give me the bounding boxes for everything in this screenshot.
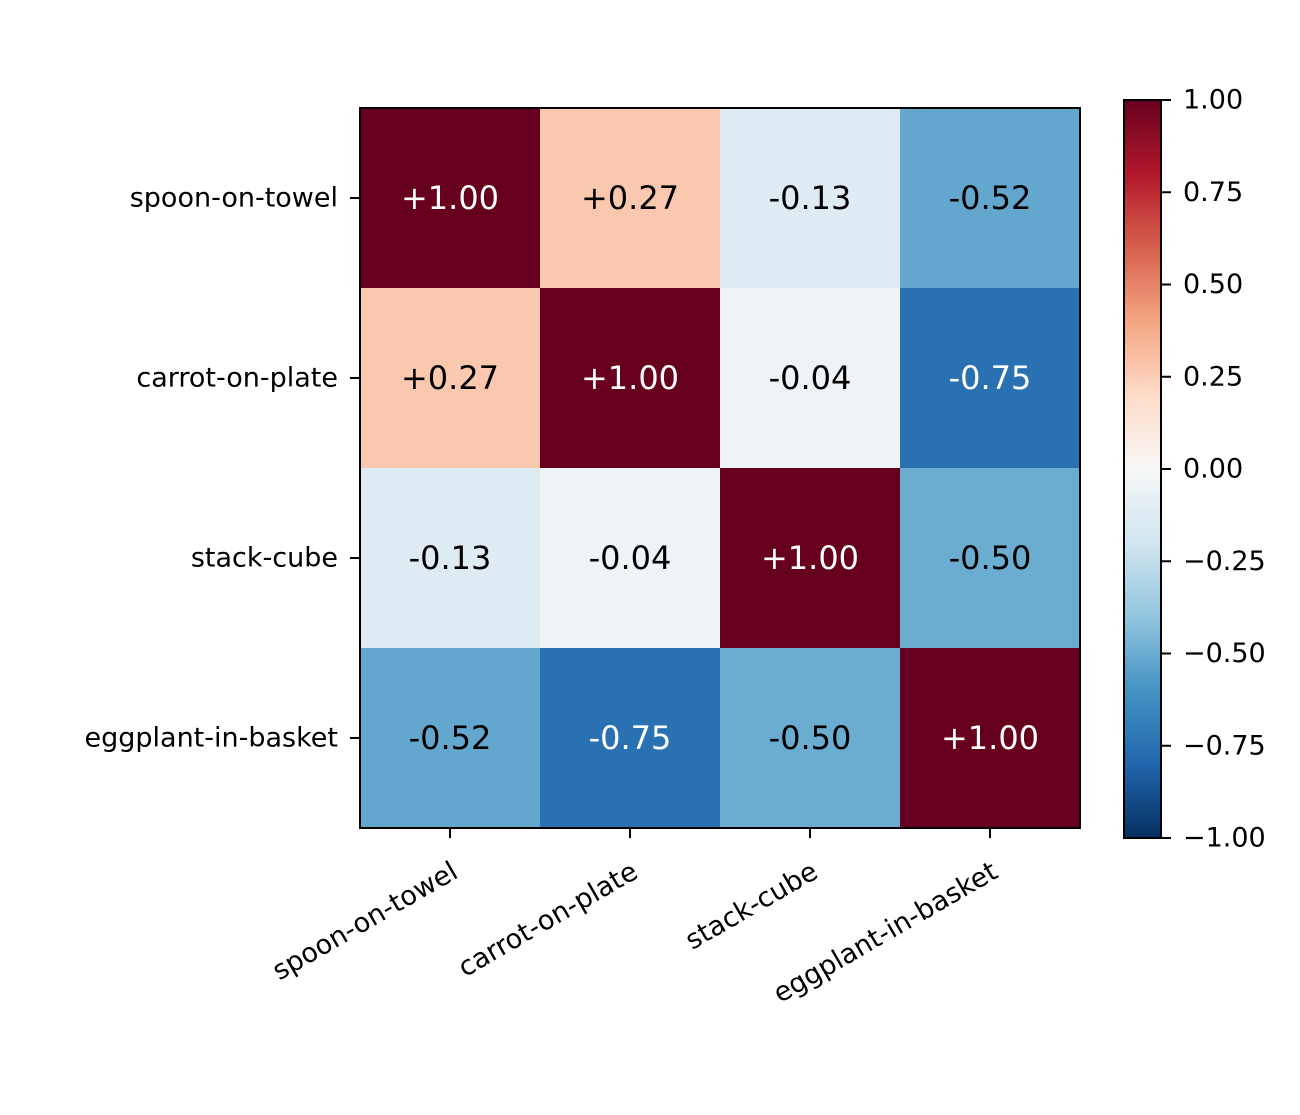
- y-tick-label: stack-cube: [191, 543, 338, 574]
- cell-value-label: +0.27: [401, 359, 499, 397]
- cell-value-label: -0.75: [589, 719, 672, 757]
- cell-value-label: -0.50: [949, 539, 1032, 577]
- heatmap-cell: [900, 468, 1081, 649]
- plot-frame: [359, 107, 1081, 829]
- colorbar-tick-label: −0.75: [1183, 730, 1266, 761]
- cell-value-label: -0.04: [589, 539, 672, 577]
- y-tick-label: spoon-on-towel: [130, 183, 338, 214]
- heatmap-cell: [540, 288, 721, 469]
- heatmap-cell: [360, 648, 541, 829]
- y-tick-label: carrot-on-plate: [136, 363, 338, 394]
- cell-value-label: +1.00: [761, 539, 859, 577]
- y-tick-label: eggplant-in-basket: [85, 723, 339, 754]
- x-tick-label: spoon-on-towel: [267, 856, 463, 987]
- colorbar-tick-label: −1.00: [1183, 823, 1266, 854]
- heatmap-cell: [720, 108, 901, 289]
- colorbar-tick-label: 0.00: [1183, 454, 1243, 485]
- heatmap-cells: [360, 108, 1081, 829]
- heatmap-cell: [360, 468, 541, 649]
- x-tick-label: carrot-on-plate: [453, 856, 643, 984]
- heatmap-cell: [540, 468, 721, 649]
- heatmap-cell: [720, 288, 901, 469]
- heatmap-cell-labels: +1.00 +0.27 -0.13 -0.52 +0.27 +1.00 -0.04 -0.75…: [401, 179, 1039, 757]
- cell-value-label: -0.52: [409, 719, 492, 757]
- cell-value-label: +1.00: [401, 179, 499, 217]
- cell-value-label: -0.13: [769, 179, 852, 217]
- colorbar-tick-label: −0.50: [1183, 638, 1266, 669]
- cell-value-label: +1.00: [581, 359, 679, 397]
- heatmap-cell: [900, 288, 1081, 469]
- cell-value-label: -0.50: [769, 719, 852, 757]
- x-tick-label: stack-cube: [680, 856, 823, 956]
- cell-value-label: -0.04: [769, 359, 852, 397]
- colorbar-tick-label: 1.00: [1183, 85, 1243, 116]
- cell-value-label: +1.00: [941, 719, 1039, 757]
- heatmap-cell: [720, 648, 901, 829]
- colorbar-tick-label: −0.25: [1183, 546, 1266, 577]
- heatmap-cell: [360, 288, 541, 469]
- cell-value-label: +0.27: [581, 179, 679, 217]
- colorbar-tick-label: 0.75: [1183, 177, 1243, 208]
- heatmap-cell: [720, 468, 901, 649]
- heatmap-cell: [900, 108, 1081, 289]
- cell-value-label: -0.75: [949, 359, 1032, 397]
- heatmap-cell: [540, 648, 721, 829]
- colorbar-tick-label: 0.50: [1183, 269, 1243, 300]
- colorbar: [1123, 99, 1162, 839]
- cell-value-label: -0.13: [409, 539, 492, 577]
- colorbar-tick-label: 0.25: [1183, 361, 1243, 392]
- y-axis: spoon-on-towel carrot-on-plate stack-cube e…: [85, 183, 360, 754]
- heatmap-cell: [360, 108, 541, 289]
- colorbar-axis: 1.00 0.75 0.50 0.25 0.00 −0.25 −0.50 −0.75 −1.00: [1161, 85, 1266, 854]
- cell-value-label: -0.52: [949, 179, 1032, 217]
- heatmap-cell: [540, 108, 721, 289]
- heatmap-cell: [900, 648, 1081, 829]
